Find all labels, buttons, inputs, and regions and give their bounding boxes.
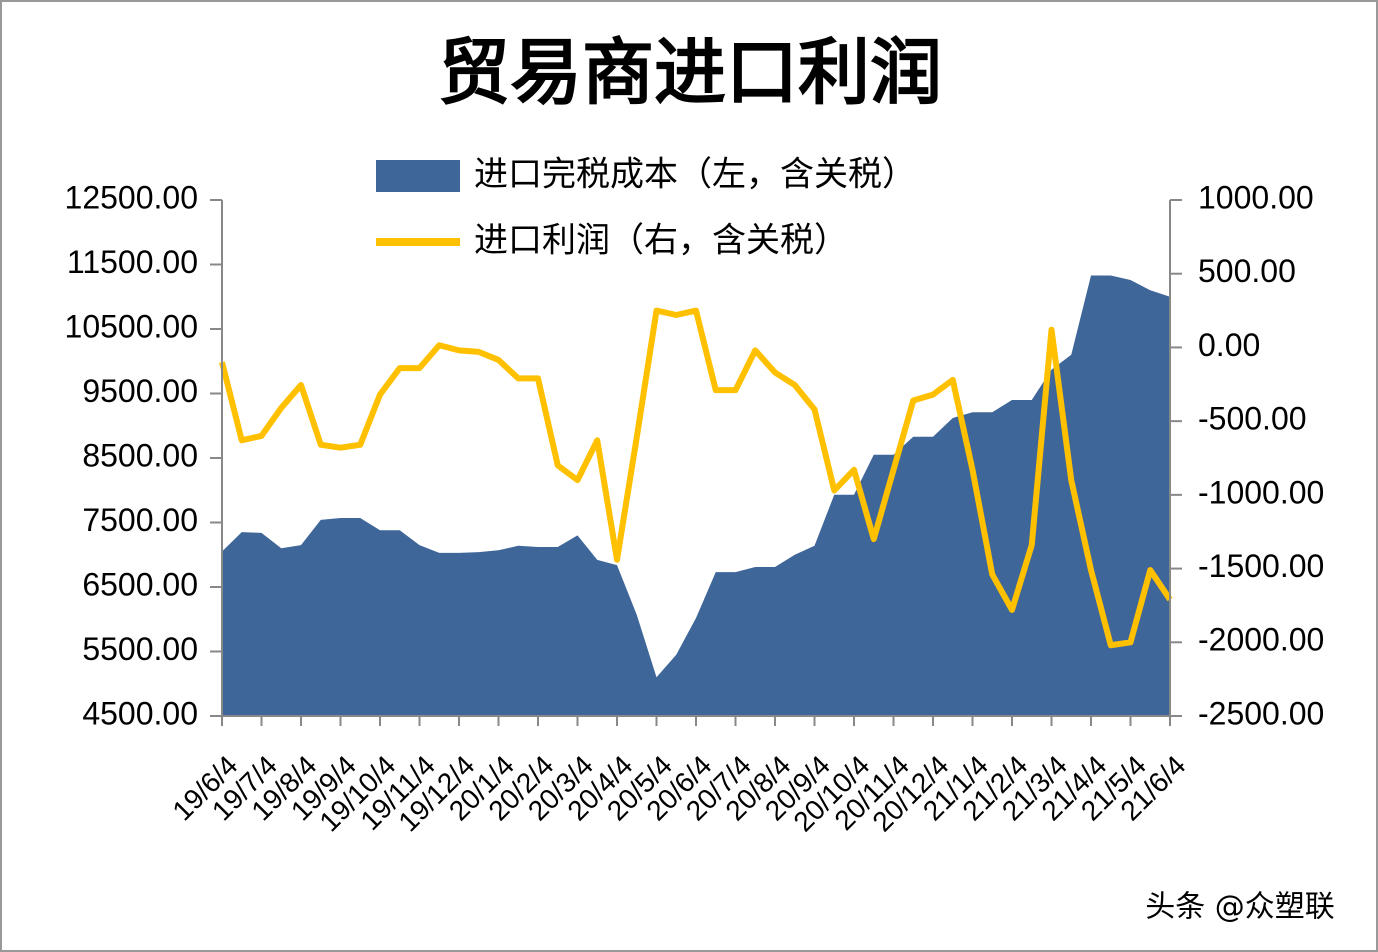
- y2-tick-label: -2000.00: [1198, 622, 1324, 658]
- y-tick-label: 5500.00: [82, 631, 198, 667]
- y2-tick-label: -1500.00: [1198, 548, 1324, 584]
- y-tick-label: 6500.00: [82, 566, 198, 602]
- legend-label: 进口完税成本（左，含关税）: [474, 155, 916, 195]
- y2-tick-label: -500.00: [1198, 401, 1307, 437]
- y-tick-label: 12500.00: [65, 179, 198, 215]
- y2-tick-label: 0.00: [1198, 327, 1260, 363]
- y2-tick-label: -1000.00: [1198, 474, 1324, 510]
- watermark: 头条 @众塑联: [1145, 890, 1335, 925]
- chart-title: 贸易商进口利润: [438, 31, 942, 115]
- y-tick-label: 4500.00: [82, 695, 198, 731]
- y-tick-label: 9500.00: [82, 373, 198, 409]
- y-tick-label: 10500.00: [65, 308, 198, 344]
- y-tick-label: 11500.00: [67, 244, 198, 280]
- cost-area: [222, 275, 1170, 716]
- profit-line: [219, 307, 1173, 649]
- y-tick-label: 8500.00: [82, 437, 198, 473]
- y-tick-label: 7500.00: [82, 502, 198, 538]
- legend-label: 进口利润（右，含关税）: [474, 221, 848, 261]
- y2-tick-label: 500.00: [1198, 253, 1296, 289]
- y2-tick-label: 1000.00: [1198, 179, 1314, 215]
- legend-swatch: [376, 160, 460, 192]
- y2-tick-label: -2500.00: [1198, 695, 1324, 731]
